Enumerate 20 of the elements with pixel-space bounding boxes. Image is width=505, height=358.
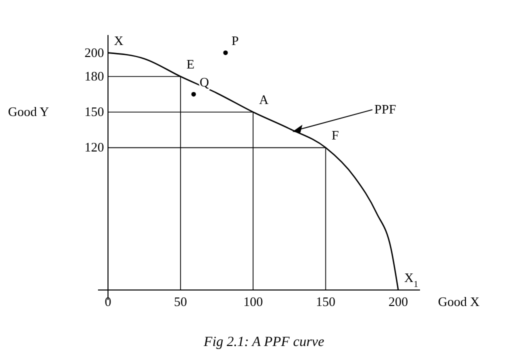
annotation: Q <box>200 74 210 90</box>
x-axis-title: Good X <box>438 294 480 309</box>
text: PPF <box>374 102 396 117</box>
y-axis-title: Good Y <box>8 104 50 120</box>
y-tick-label: 150 <box>84 104 104 120</box>
x-tick-label: 50 <box>174 294 188 309</box>
y-tick-label: 200 <box>84 44 104 60</box>
x-tick-label: 0 <box>104 294 112 309</box>
annotation: E <box>186 56 195 72</box>
y-tick-label: 180 <box>84 68 104 84</box>
annotation: F <box>332 128 339 143</box>
x-tick-label: 150 <box>316 294 336 309</box>
x-tick-label: 200 <box>388 294 408 309</box>
annotation: P <box>232 32 239 48</box>
y-tick-label: 120 <box>84 140 104 155</box>
annotation: X$_{1}$ <box>404 270 418 289</box>
caption: Fig 2.1: A PPF curve <box>202 335 324 350</box>
x-tick-label: 100 <box>243 294 263 309</box>
annotation: X <box>114 32 124 48</box>
annotation: A <box>259 92 270 108</box>
